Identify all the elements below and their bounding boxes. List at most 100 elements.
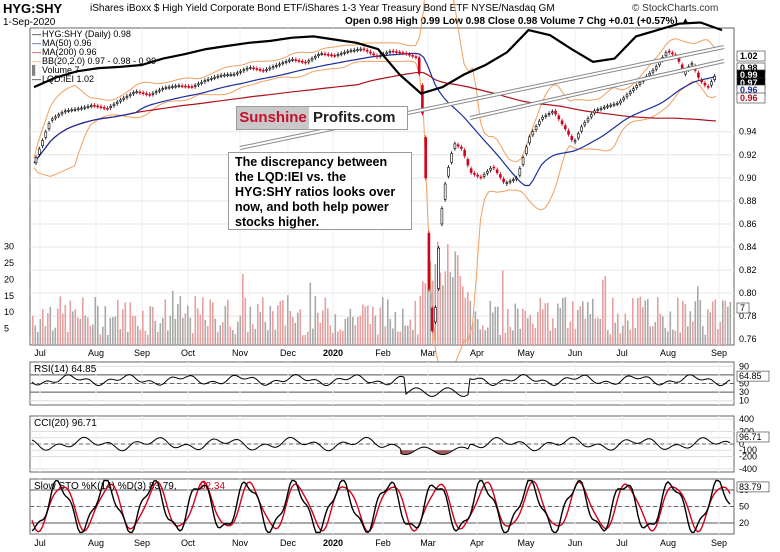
volume-bar	[489, 300, 492, 345]
candle-body	[307, 60, 311, 63]
candle-body	[706, 86, 710, 88]
volume-bar	[722, 300, 724, 345]
volume-bar	[589, 314, 592, 345]
volume-bar	[702, 326, 704, 345]
volume-bar	[619, 333, 622, 345]
cci-fill-negative	[436, 450, 438, 454]
volume-bar	[682, 300, 684, 345]
sto-value-tag: 83.79	[739, 482, 762, 492]
volume-bar	[357, 317, 359, 345]
legend-swatch: —	[32, 56, 41, 66]
volume-bar	[517, 308, 519, 345]
candle-body	[401, 52, 405, 54]
volume-bar	[559, 307, 562, 345]
candle-body	[275, 65, 278, 67]
candle-body	[96, 105, 100, 108]
volume-bar	[304, 335, 307, 345]
bottom-month-label: Mar	[420, 538, 436, 548]
candle-body	[502, 178, 505, 183]
volume-bar	[169, 315, 172, 345]
candle-body	[262, 69, 265, 72]
volume-bar	[592, 298, 594, 345]
candle-body	[86, 106, 90, 108]
volume-bar	[549, 330, 552, 345]
volume-bar	[662, 316, 664, 345]
candle-body	[138, 91, 142, 94]
volume-bar	[207, 325, 209, 345]
volume-bar	[362, 304, 364, 345]
volume-bar	[609, 334, 612, 345]
volume-bar	[427, 289, 429, 345]
volume-bar	[537, 311, 539, 345]
volume-bar	[74, 309, 77, 345]
legend-swatch: ▌	[32, 64, 38, 76]
volume-bar	[474, 311, 477, 345]
volume-bar	[527, 318, 529, 345]
volume-bar	[62, 313, 64, 345]
volume-bar	[307, 331, 309, 345]
volume-bar	[119, 329, 122, 345]
sunshine-profits-logo: Sunshine Profits.com	[236, 106, 408, 130]
volume-bar	[319, 322, 322, 345]
volume-bar	[164, 299, 167, 345]
volume-bar	[249, 306, 252, 345]
candle-body	[60, 112, 64, 115]
legend-swatch: —	[32, 38, 41, 48]
candle-body	[148, 94, 151, 96]
candle-body	[297, 60, 301, 62]
candle-body	[278, 63, 281, 66]
bottom-month-label: Nov	[232, 538, 249, 548]
candle-body	[654, 66, 658, 70]
candle-body	[320, 53, 324, 55]
candle-body	[167, 86, 171, 89]
volume-bar	[364, 306, 367, 345]
volume-tick-label: 15	[4, 291, 14, 301]
volume-bar	[472, 322, 474, 345]
volume-bar	[272, 311, 274, 345]
candle-body	[109, 106, 113, 108]
candle-body	[287, 59, 291, 62]
candle-body	[424, 137, 427, 179]
candle-body	[300, 60, 304, 63]
volume-bar	[347, 317, 349, 345]
volume-bar	[667, 331, 669, 345]
bottom-month-label: Jul	[616, 538, 628, 548]
month-label: Sep	[711, 348, 727, 358]
volume-tick-label: 5	[4, 324, 9, 334]
volume-bar	[657, 297, 659, 345]
candle-body	[482, 174, 486, 177]
volume-bar	[44, 325, 47, 345]
candle-body	[538, 120, 541, 125]
volume-bar	[687, 326, 689, 345]
volume-bar	[392, 328, 394, 345]
candle-body	[57, 114, 61, 117]
volume-bar	[167, 330, 169, 345]
candle-body	[174, 85, 177, 88]
chart-description: iShares iBoxx $ High Yield Corporate Bon…	[90, 3, 555, 14]
candle-body	[164, 87, 168, 89]
candle-body	[294, 59, 298, 61]
candle-body	[200, 81, 203, 84]
volume-bar	[124, 302, 127, 345]
sto-tick-label: 20	[739, 518, 749, 528]
volume-bar	[692, 321, 694, 345]
volume-bar	[677, 297, 679, 345]
price-tick-label: 0.88	[739, 196, 757, 206]
volume-bar	[342, 330, 344, 345]
volume-bar	[654, 322, 657, 345]
candle-body	[567, 130, 570, 135]
volume-bar	[464, 297, 467, 345]
price-tag-label: 0.97	[740, 78, 758, 88]
candle-body	[544, 115, 548, 117]
cci-tick-label: -400	[739, 464, 757, 474]
volume-bar	[434, 264, 437, 345]
volume-bar	[72, 311, 74, 345]
candle-body	[336, 54, 340, 56]
volume-bar	[217, 331, 219, 345]
volume-bar	[322, 310, 324, 345]
volume-bar	[327, 308, 329, 345]
volume-bar	[459, 275, 462, 345]
candle-body	[593, 110, 596, 114]
cci-value-box	[736, 431, 770, 443]
volume-bar	[239, 315, 242, 345]
